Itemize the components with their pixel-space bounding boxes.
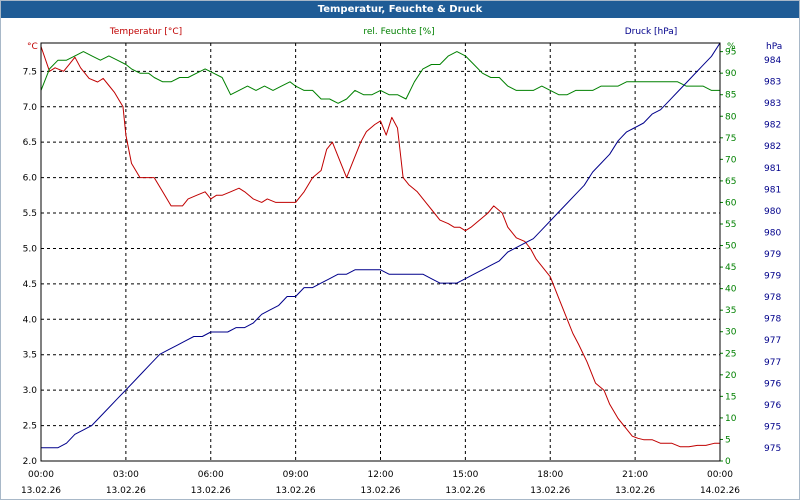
x-tick-date: 13.02.26	[360, 486, 400, 496]
x-tick-date: 13.02.26	[276, 486, 316, 496]
y-tick-humidity: 0	[725, 457, 731, 467]
x-tick-time: 00:00	[707, 470, 733, 480]
y-tick-humidity: 35	[725, 306, 736, 316]
y-tick-pressure: 975	[764, 444, 781, 454]
y-tick-temperature: 6.5	[23, 138, 37, 148]
y-tick-humidity: 5	[725, 435, 731, 445]
y-tick-pressure: 978	[764, 293, 781, 303]
y-tick-pressure: 984	[764, 56, 781, 66]
y-tick-pressure: 977	[764, 336, 781, 346]
tick-labels: 00:00 13.02.26 03:00 13.02.26 06:00 13.02.26 0…	[21, 48, 781, 496]
left-axis-unit: °C	[27, 42, 38, 52]
y-tick-temperature: 2.0	[23, 457, 38, 467]
legend-pressure: Druck [hPa]	[625, 27, 678, 37]
y-tick-pressure: 980	[764, 228, 781, 238]
y-tick-pressure: 981	[764, 164, 781, 174]
x-tick-date: 13.02.26	[445, 486, 485, 496]
x-tick-time: 15:00	[452, 470, 478, 480]
y-tick-humidity: 10	[725, 414, 737, 424]
x-tick-date: 13.02.26	[615, 486, 655, 496]
y-tick-humidity: 65	[725, 177, 736, 187]
y-tick-pressure: 981	[764, 185, 781, 195]
y-tick-humidity: 90	[725, 69, 737, 79]
series-lines	[40, 42, 721, 449]
x-tick-date: 13.02.26	[106, 486, 146, 496]
x-tick-date: 13.02.26	[191, 486, 231, 496]
y-tick-temperature: 3.5	[23, 351, 37, 361]
grid	[41, 43, 720, 461]
y-tick-humidity: 85	[725, 91, 736, 101]
y-tick-humidity: 15	[725, 392, 736, 402]
x-tick-time: 21:00	[622, 470, 648, 480]
x-tick-time: 00:00	[28, 470, 54, 480]
y-tick-temperature: 4.5	[23, 280, 37, 290]
y-tick-temperature: 6.0	[23, 174, 38, 184]
x-tick-time: 03:00	[113, 470, 139, 480]
y-tick-humidity: 70	[725, 155, 737, 165]
y-tick-pressure: 983	[764, 78, 781, 88]
y-tick-pressure: 975	[764, 422, 781, 432]
y-tick-humidity: 20	[725, 371, 737, 381]
chart-title: Temperatur, Feuchte & Druck	[1, 1, 799, 18]
legend-temperature: Temperatur [°C]	[109, 27, 182, 37]
pressure-line	[41, 42, 721, 449]
legend-humidity: rel. Feuchte [%]	[363, 27, 434, 37]
y-tick-humidity: 75	[725, 134, 736, 144]
y-tick-pressure: 982	[764, 121, 781, 131]
y-tick-humidity: 60	[725, 198, 737, 208]
y-tick-temperature: 7.5	[23, 67, 37, 77]
y-tick-humidity: 45	[725, 263, 736, 273]
x-tick-date: 13.02.26	[21, 486, 61, 496]
y-tick-pressure: 976	[764, 379, 781, 389]
plot-area-border	[40, 42, 721, 462]
y-tick-pressure: 977	[764, 358, 781, 368]
x-tick-time: 18:00	[537, 470, 563, 480]
y-tick-temperature: 5.5	[23, 209, 37, 219]
temperature-line	[40, 46, 720, 448]
y-tick-pressure: 980	[764, 207, 781, 217]
y-tick-humidity: 55	[725, 220, 736, 230]
y-tick-pressure: 979	[764, 250, 781, 260]
y-tick-pressure: 976	[764, 401, 781, 411]
y-tick-temperature: 3.0	[23, 386, 38, 396]
y-tick-temperature: 5.0	[23, 244, 38, 254]
y-tick-pressure: 983	[764, 99, 781, 109]
y-tick-pressure: 978	[764, 315, 781, 325]
y-tick-humidity: 50	[725, 242, 737, 252]
y-tick-humidity: 40	[725, 285, 737, 295]
y-tick-humidity: 30	[725, 328, 737, 338]
x-tick-date: 14.02.26	[700, 486, 740, 496]
x-tick-time: 09:00	[283, 470, 309, 480]
y-tick-pressure: 979	[764, 272, 781, 282]
y-tick-temperature: 2.5	[23, 422, 37, 432]
x-tick-date: 13.02.26	[530, 486, 570, 496]
x-tick-time: 06:00	[198, 470, 224, 480]
pressure-axis-unit: hPa	[766, 42, 782, 52]
y-tick-pressure: 982	[764, 142, 781, 152]
y-tick-temperature: 7.0	[23, 103, 38, 113]
y-tick-humidity: 80	[725, 112, 737, 122]
y-tick-humidity: 95	[725, 48, 736, 58]
y-tick-temperature: 4.0	[23, 315, 38, 325]
humidity-axis-unit: %	[727, 42, 736, 52]
x-tick-time: 12:00	[368, 470, 394, 480]
humidity-line	[40, 51, 720, 104]
y-tick-humidity: 25	[725, 349, 736, 359]
